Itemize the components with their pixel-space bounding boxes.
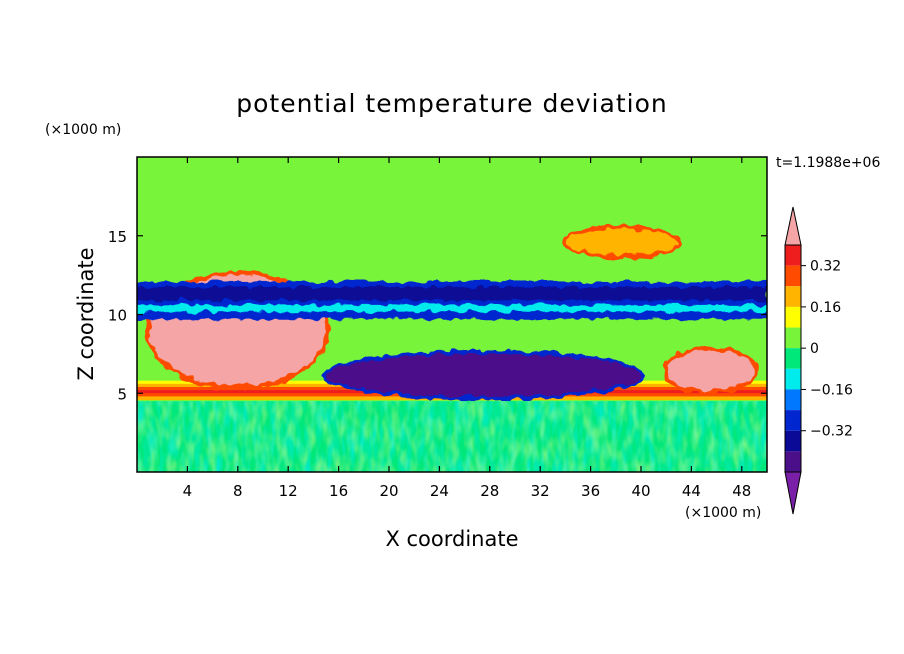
colorbar-segment — [785, 327, 801, 349]
x-unit-label: (×1000 m) — [685, 505, 761, 521]
x-tick-label: 8 — [233, 482, 243, 500]
colorbar-segment — [785, 368, 801, 390]
y-axis-label: Z coordinate — [74, 247, 98, 380]
x-tick-label: 16 — [329, 482, 348, 500]
colorbar-segment — [785, 410, 801, 431]
colorbar-label: 0 — [810, 341, 819, 357]
feature-warm-plume — [662, 346, 759, 395]
y-tick-label: 10 — [108, 307, 127, 325]
x-tick-label: 20 — [379, 482, 398, 500]
heatmap-plot — [137, 157, 767, 472]
colorbar-bottom-arrow — [784, 471, 802, 515]
colorbar-segment — [785, 451, 801, 472]
x-axis-label: X coordinate — [385, 527, 518, 551]
colorbar-label: −0.16 — [810, 382, 853, 398]
x-axis: 4 8 12 16 20 24 28 32 36 40 44 48 — [183, 157, 751, 500]
x-tick-label: 44 — [682, 482, 701, 500]
x-tick-label: 24 — [430, 482, 449, 500]
colorbar-label: −0.32 — [810, 424, 853, 440]
y-unit-label: (×1000 m) — [45, 122, 121, 138]
colorbar-segment — [785, 286, 801, 307]
colorbar-label: 0.16 — [810, 300, 841, 316]
x-tick-label: 28 — [480, 482, 499, 500]
feature-cold-pool — [322, 349, 645, 401]
colorbar-top-arrow — [784, 206, 802, 246]
x-tick-label: 12 — [279, 482, 298, 500]
colorbar-segment — [785, 430, 801, 452]
colorbar-label: 0.32 — [810, 259, 841, 275]
colorbar-segment — [785, 265, 801, 287]
x-tick-label: 4 — [183, 482, 193, 500]
y-tick-label: 5 — [117, 385, 127, 403]
colorbar-segment — [785, 306, 801, 328]
y-tick-label: 15 — [108, 228, 127, 246]
feature-warm-anomaly-aloft — [561, 225, 683, 259]
x-tick-label: 48 — [732, 482, 751, 500]
colorbar-segment — [785, 348, 801, 369]
feature-cold-band — [137, 281, 767, 320]
colorbar-segment — [785, 389, 801, 411]
colorbar-segment — [785, 245, 801, 266]
feature-near-surface-noise — [137, 401, 767, 472]
x-tick-label: 32 — [531, 482, 550, 500]
chart-title: potential temperature deviation — [236, 89, 667, 118]
x-tick-label: 36 — [581, 482, 600, 500]
colorbar: 0.32 0.16 0 −0.16 −0.32 — [784, 206, 853, 515]
x-tick-label: 40 — [631, 482, 650, 500]
time-label: t=1.1988e+06 — [776, 155, 880, 171]
y-axis: 5 10 15 — [108, 228, 767, 403]
